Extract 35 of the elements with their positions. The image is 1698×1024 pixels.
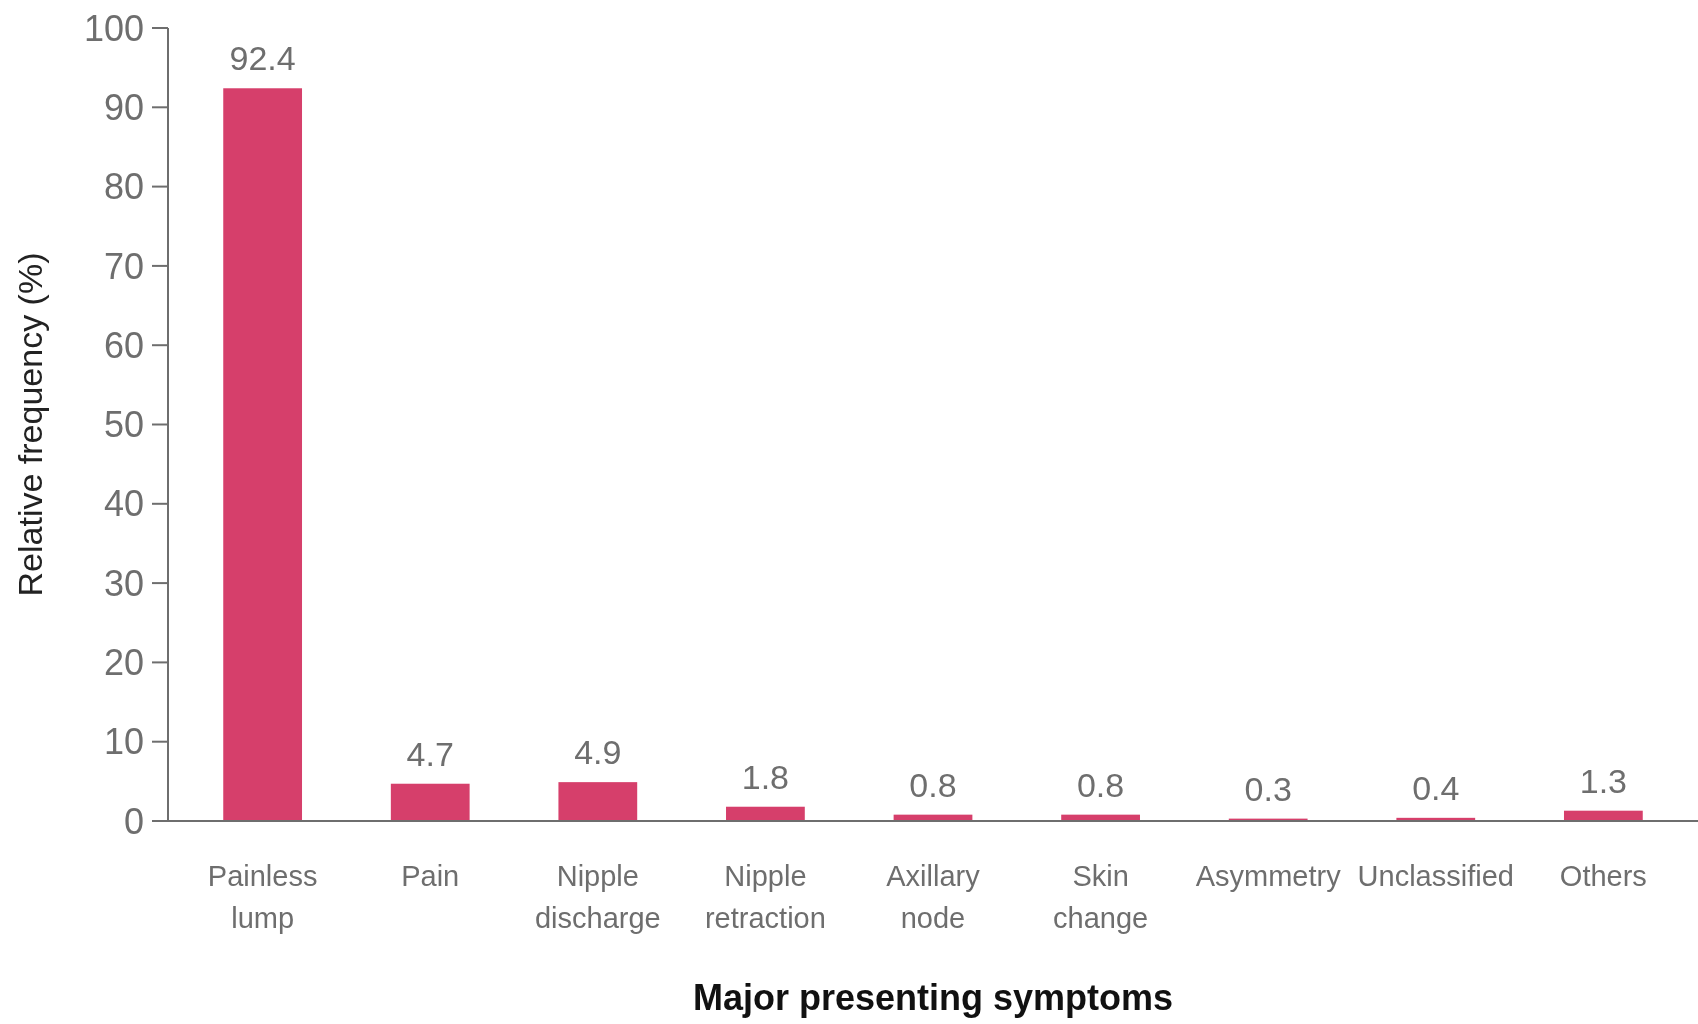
y-tick-label: 70 — [103, 245, 144, 287]
y-tick-label: 40 — [103, 483, 144, 525]
y-tick-label: 50 — [103, 404, 144, 446]
x-tick-label: Unclassified — [1357, 860, 1514, 892]
x-tick-label: Nipple discharge — [534, 860, 661, 934]
data-label: 0.8 — [909, 765, 957, 804]
y-tick-label: 30 — [103, 562, 144, 604]
x-tick-label: Skin change — [1053, 860, 1149, 934]
y-tick-label: 80 — [103, 166, 144, 208]
bar — [558, 782, 638, 821]
y-tick-label: 90 — [103, 86, 144, 128]
data-label: 1.8 — [741, 757, 790, 796]
y-tick-label: 20 — [103, 642, 144, 683]
x-tick-label: Pain — [401, 860, 460, 892]
x-tick-label: Others — [1559, 860, 1647, 892]
y-tick-label: 100 — [83, 7, 144, 49]
y-tick-label: 0 — [123, 800, 144, 842]
data-label: 0.3 — [1244, 769, 1292, 808]
x-tick-label: Painless lump — [207, 860, 318, 934]
data-label: 4.9 — [574, 733, 622, 772]
bar — [726, 806, 805, 821]
y-tick-label: 10 — [103, 721, 144, 763]
x-tick-label: Nipple retraction — [704, 860, 826, 934]
data-label: 1.3 — [1579, 761, 1627, 800]
data-label: 0.8 — [1076, 765, 1125, 804]
x-axis-title: Major presenting symptoms — [692, 977, 1174, 1018]
bar — [223, 88, 303, 821]
data-label: 0.4 — [1412, 768, 1460, 807]
data-label: 4.7 — [406, 734, 454, 773]
x-tick-label: Axillary node — [886, 860, 981, 934]
x-tick-label: Asymmetry — [1195, 860, 1342, 892]
y-axis-title: Relative frequency (%) — [11, 252, 49, 597]
bar — [390, 783, 470, 821]
y-tick-label: 60 — [103, 324, 144, 366]
data-label: 92.4 — [229, 39, 296, 78]
